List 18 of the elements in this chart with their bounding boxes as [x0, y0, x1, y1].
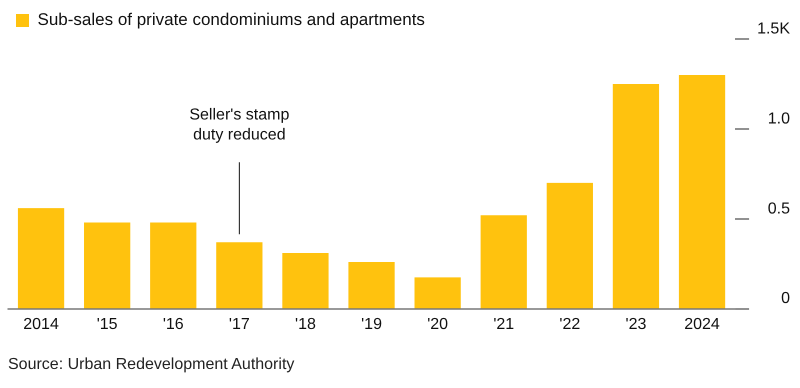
x-tick-label: '17: [228, 316, 250, 333]
x-tick-label: 2014: [23, 316, 59, 333]
x-tick-label: '21: [493, 316, 514, 333]
x-tick-label: '18: [295, 316, 316, 333]
x-tick-label: 2024: [684, 316, 720, 333]
x-tick-label: '16: [162, 316, 184, 333]
legend-label: Sub-sales of private condominiums and apartments: [38, 10, 425, 30]
x-tick-label: '23: [626, 316, 646, 333]
annotation: Seller's stamp duty reduced: [189, 106, 290, 144]
source-note: Source: Urban Redevelopment Authority: [8, 356, 294, 374]
x-tick-label: '20: [427, 316, 448, 333]
y-tick-label: 0: [781, 290, 790, 308]
y-tick-label: 1.5K: [757, 20, 790, 38]
x-tick-label: '19: [361, 316, 382, 333]
y-tick-label: 1.0: [768, 110, 790, 128]
x-tick-label: '15: [96, 316, 118, 333]
x-tick-label: '22: [559, 316, 580, 333]
y-tick-label: 0.5: [768, 200, 790, 218]
